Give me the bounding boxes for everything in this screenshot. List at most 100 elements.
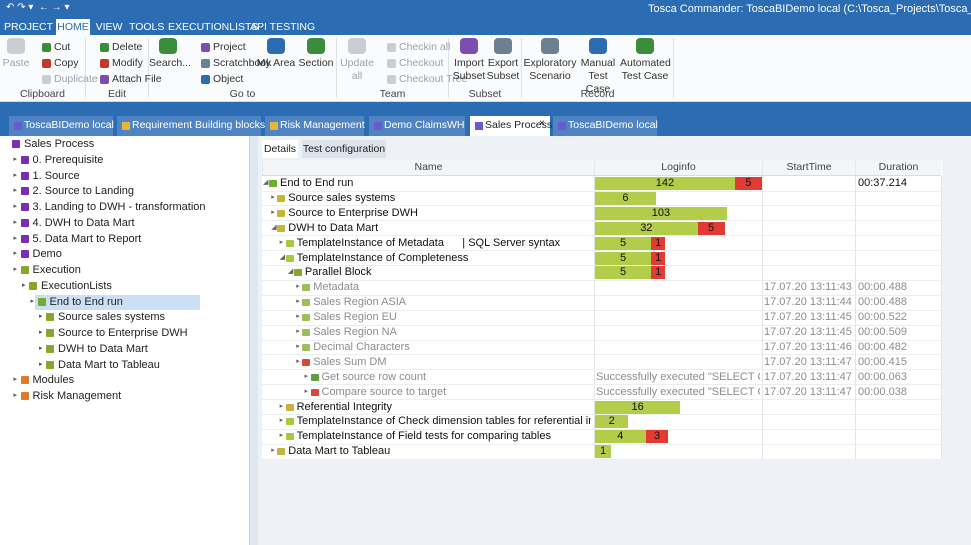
- ribbon-button[interactable]: Copy: [54, 57, 79, 69]
- menu-tab[interactable]: TOOLS: [129, 21, 165, 33]
- tree-expander[interactable]: ▸: [39, 360, 43, 368]
- tree-item[interactable]: Sales Process: [24, 138, 95, 150]
- ribbon-button[interactable]: Manual Test Case: [580, 57, 616, 95]
- quick-access[interactable]: ↶ ↷ ▾ ← → ▾: [6, 2, 70, 13]
- row-name[interactable]: Decimal Characters: [313, 340, 410, 353]
- row-name[interactable]: Sales Region ASIA: [313, 296, 407, 309]
- tree-expander[interactable]: ▸: [13, 171, 18, 179]
- row-expander[interactable]: ▸: [279, 402, 284, 410]
- menu-tab[interactable]: VIEW: [95, 21, 123, 33]
- menu-tab[interactable]: PROJECT: [4, 21, 54, 33]
- document-tab[interactable]: [9, 116, 113, 136]
- row-expander[interactable]: ▸: [296, 283, 300, 291]
- menu-tab[interactable]: API TESTING: [250, 21, 316, 33]
- row-expander[interactable]: ▸: [296, 357, 300, 365]
- row-expander[interactable]: ▸: [296, 342, 300, 350]
- tree-item[interactable]: DWH to Data Mart: [58, 342, 148, 355]
- row-expander[interactable]: ◢: [263, 179, 269, 186]
- row-name[interactable]: TemplateInstance of Check dimension tabl…: [296, 415, 591, 428]
- detail-tab[interactable]: Test configuration: [302, 140, 386, 158]
- row-name[interactable]: Source to Enterprise DWH: [288, 206, 418, 219]
- row-name[interactable]: TemplateInstance of Field tests for comp…: [296, 430, 551, 443]
- row-expander[interactable]: ▸: [271, 193, 275, 201]
- ribbon-button[interactable]: Paste: [2, 57, 30, 69]
- row-name[interactable]: TemplateInstance of Completeness: [296, 251, 469, 264]
- tree-item[interactable]: 5. Data Mart to Report: [32, 232, 142, 245]
- row-expander[interactable]: ▸: [296, 298, 300, 306]
- tree-expander[interactable]: ▸: [13, 250, 18, 258]
- tree-item[interactable]: ExecutionLists: [41, 279, 112, 292]
- row-name[interactable]: Sales Region NA: [313, 326, 397, 338]
- tree-expander[interactable]: ▸: [39, 313, 43, 321]
- row-expander[interactable]: ▸: [296, 328, 300, 335]
- tree-expander[interactable]: ▸: [13, 187, 18, 195]
- row-name[interactable]: Data Mart to Tableau: [288, 445, 391, 458]
- document-tab[interactable]: [117, 116, 261, 136]
- row-name[interactable]: Compare source to target: [321, 385, 447, 398]
- row-expander[interactable]: ◢: [287, 268, 294, 276]
- ribbon-button[interactable]: Search...: [149, 57, 192, 69]
- row-name[interactable]: TemplateInstance of Metadata | SQL Serve…: [296, 236, 561, 249]
- tree-expander[interactable]: ▸: [39, 344, 43, 352]
- ribbon-button[interactable]: Object: [213, 73, 244, 85]
- row-name[interactable]: Sales Sum DM: [313, 355, 387, 368]
- tree-item[interactable]: Source sales systems: [58, 311, 165, 324]
- tree-expander[interactable]: ▸: [13, 266, 18, 273]
- splitter[interactable]: [250, 136, 258, 545]
- ribbon-button[interactable]: Import Subset: [452, 57, 486, 82]
- detail-tab[interactable]: Details: [262, 140, 298, 158]
- tab-close[interactable]: ×: [539, 118, 545, 129]
- row-expander[interactable]: ▸: [296, 313, 300, 321]
- tree-item[interactable]: 0. Prerequisite: [32, 153, 104, 166]
- ribbon-button[interactable]: Cut: [54, 41, 71, 53]
- tree-item[interactable]: Execution: [32, 264, 81, 276]
- document-tab[interactable]: [369, 116, 465, 136]
- ribbon-button[interactable]: My Area: [256, 57, 296, 69]
- row-name[interactable]: End to End run: [280, 177, 354, 189]
- document-tab[interactable]: [265, 116, 364, 136]
- ribbon-button[interactable]: Duplicate: [54, 73, 98, 85]
- row-expander[interactable]: ▸: [279, 238, 284, 246]
- tree-item[interactable]: 1. Source: [32, 169, 80, 182]
- column-header[interactable]: Duration: [855, 161, 941, 175]
- row-expander[interactable]: ◢: [271, 223, 277, 231]
- ribbon-button[interactable]: Scratchbook: [213, 57, 272, 69]
- ribbon-button[interactable]: Project: [213, 41, 246, 53]
- row-name[interactable]: Referential Integrity: [296, 400, 392, 413]
- row-expander[interactable]: ▸: [279, 417, 284, 425]
- ribbon-button[interactable]: Section: [298, 57, 334, 69]
- tree-item[interactable]: Risk Management: [32, 390, 122, 402]
- ribbon-button[interactable]: Automated Test Case: [620, 57, 671, 82]
- row-name[interactable]: Get source row count: [321, 370, 427, 383]
- tree-item[interactable]: 3. Landing to DWH - transformation: [32, 201, 206, 213]
- ribbon-button[interactable]: Modify: [112, 57, 143, 69]
- row-expander[interactable]: ▸: [304, 372, 309, 380]
- tree-item[interactable]: End to End run: [49, 295, 123, 308]
- tree-item[interactable]: Demo: [32, 248, 62, 261]
- ribbon-button[interactable]: Update all: [340, 57, 374, 82]
- ribbon-button[interactable]: Checkout Tree: [399, 73, 468, 85]
- row-expander[interactable]: ◢: [279, 253, 285, 261]
- ribbon-button[interactable]: Exploratory Scenario: [523, 57, 577, 82]
- menu-tab[interactable]: HOME: [56, 19, 90, 35]
- tree-expander[interactable]: ▸: [30, 297, 35, 305]
- tree-expander[interactable]: ▸: [13, 203, 18, 210]
- row-expander[interactable]: ▸: [271, 447, 275, 455]
- column-header[interactable]: StartTime: [762, 161, 855, 175]
- ribbon-button[interactable]: Checkin all: [399, 41, 451, 53]
- column-header[interactable]: Loginfo: [594, 161, 762, 175]
- column-header[interactable]: Name: [262, 161, 594, 175]
- tree-item[interactable]: Source to Enterprise DWH: [58, 327, 188, 339]
- tree-expander[interactable]: ▸: [22, 281, 26, 289]
- row-expander[interactable]: ▸: [279, 432, 284, 440]
- row-name[interactable]: Metadata: [313, 281, 360, 294]
- document-tab[interactable]: [470, 116, 550, 136]
- document-tab[interactable]: [553, 116, 657, 136]
- ribbon-button[interactable]: Attach File: [112, 73, 162, 85]
- ribbon-button[interactable]: Delete: [112, 41, 143, 53]
- tree-item[interactable]: 4. DWH to Data Mart: [32, 216, 135, 229]
- row-name[interactable]: DWH to Data Mart: [288, 221, 379, 234]
- tree-expander[interactable]: ▸: [13, 392, 18, 399]
- tree-item[interactable]: Modules: [32, 374, 75, 387]
- tree-expander[interactable]: ▸: [13, 155, 18, 163]
